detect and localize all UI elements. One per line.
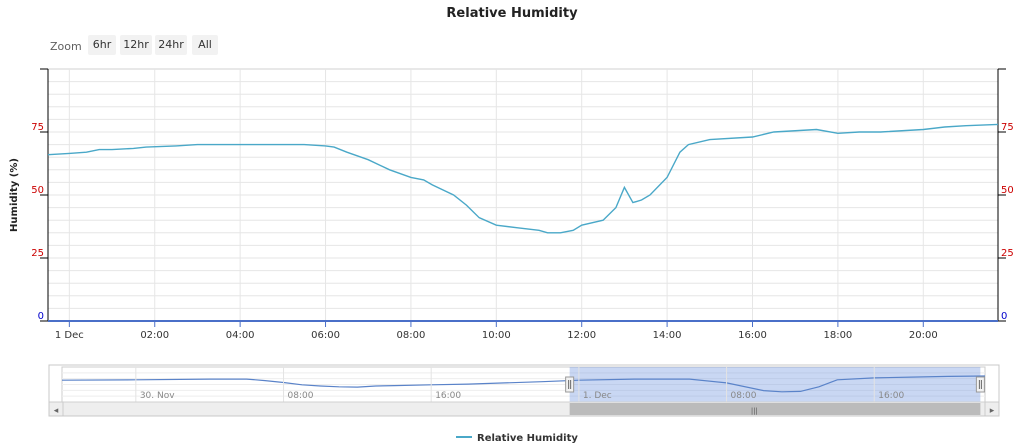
x-tick-label: 04:00	[226, 330, 255, 341]
x-tick-label: 02:00	[140, 330, 169, 341]
x-tick-label: 14:00	[653, 330, 682, 341]
y-tick-label-right: 0	[1001, 311, 1007, 322]
navigator-tick-label: 08:00	[731, 391, 757, 401]
y-tick-label: 0	[38, 311, 44, 322]
y-tick-label: 25	[31, 248, 44, 259]
scroll-left-icon: ◂	[54, 406, 59, 416]
navigator-selection	[569, 367, 981, 402]
zoom-6hr-button[interactable]: 6hr	[88, 35, 116, 55]
y-tick-label-right: 50	[1001, 185, 1014, 196]
y-tick-label: 50	[31, 185, 44, 196]
x-tick-label: 08:00	[397, 330, 426, 341]
navigator-series-line	[61, 375, 986, 393]
navigator-tick-label: 1. Dec	[583, 391, 612, 401]
zoom-label: Zoom	[50, 40, 82, 53]
zoom-all-button[interactable]: All	[192, 35, 218, 55]
x-tick-label: 18:00	[823, 330, 852, 341]
scroll-right-icon: ▸	[990, 406, 995, 416]
y-tick-label-right: 75	[1001, 122, 1014, 133]
x-tick-label: 20:00	[909, 330, 938, 341]
x-tick-label: 1 Dec	[55, 330, 84, 341]
navigator-tick-label: 16:00	[878, 391, 904, 401]
navigator-frame	[48, 364, 1000, 417]
legend-label: Relative Humidity	[477, 433, 578, 444]
zoom-24hr-button[interactable]: 24hr	[155, 35, 187, 55]
navigator-tick-label: 16:00	[435, 391, 461, 401]
x-tick-label: 06:00	[311, 330, 340, 341]
humidity-series-line	[47, 123, 999, 234]
y-tick-label-right: 25	[1001, 248, 1014, 259]
navigator-tick-label: 30. Nov	[140, 391, 175, 401]
y-axis-title: Humidity (%)	[9, 158, 20, 232]
navigator-tick-label: 08:00	[288, 391, 314, 401]
zoom-12hr-button[interactable]: 12hr	[120, 35, 152, 55]
x-tick-label: 10:00	[482, 330, 511, 341]
scrollbar-grip-icon: |||	[751, 407, 758, 415]
navigator-scrollbar-thumb[interactable]	[569, 403, 981, 415]
navigator-left-handle[interactable]	[565, 376, 575, 393]
y-tick-label: 75	[31, 122, 44, 133]
x-tick-label: 12:00	[567, 330, 596, 341]
x-tick-label: 16:00	[738, 330, 767, 341]
chart-title: Relative Humidity	[446, 6, 578, 21]
navigator-right-handle[interactable]	[975, 376, 985, 393]
